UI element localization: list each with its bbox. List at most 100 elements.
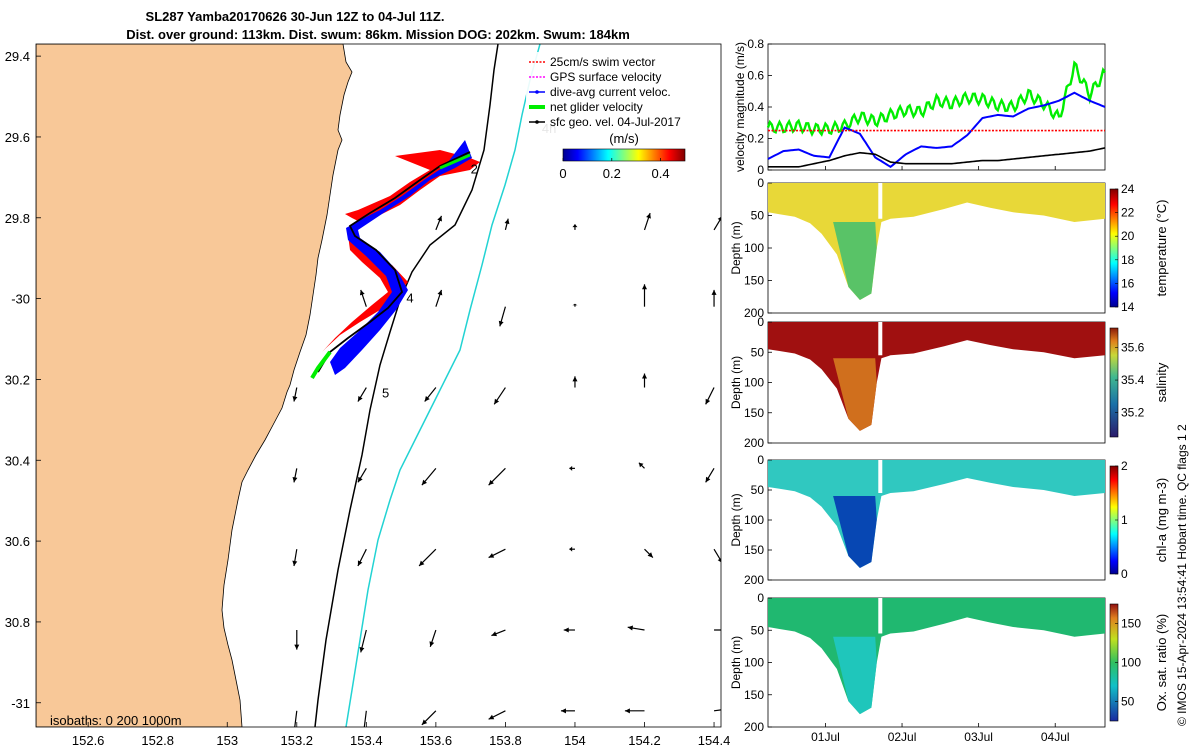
speed-colorbar-ticks: 0 0.2 0.4 [559, 158, 670, 181]
section-y-tick-label: 200 [744, 436, 764, 450]
legend-label: net glider velocity [550, 100, 643, 114]
velocity-vector [572, 376, 578, 388]
speed-colorbar-tick-label: 0.4 [652, 166, 670, 181]
velocity-ylabel: velocity magnitude (m/s) [733, 42, 747, 172]
velocity-vector [713, 548, 721, 563]
velocity-vector [493, 387, 506, 405]
velocity-vector [418, 548, 437, 567]
section-colorbar-tick-label: 14 [1121, 300, 1135, 314]
map-y-tick-label: -31 [11, 696, 30, 711]
velocity-panel: 0 0.2 0.4 0.6 0.8 velocity magnitude (m/s) [733, 37, 1106, 177]
velocity-vector [424, 387, 437, 402]
velocity-vector [498, 306, 506, 327]
map-y-tick-label: 30.4 [5, 453, 30, 468]
section-colorbar-tick-label: 35.2 [1121, 406, 1145, 420]
map-frame [35, 43, 722, 728]
velocity-y-tick-label: 0.8 [747, 37, 764, 51]
time-tick-label: 03Jul [964, 730, 993, 744]
section-y-tick-label: 200 [744, 573, 764, 587]
figure-title-line2: Dist. over ground: 113km. Dist. swum: 86… [126, 27, 630, 42]
section-plume [833, 358, 877, 431]
section-plume [833, 496, 877, 568]
map-x-tick-label: 154.2 [628, 733, 661, 748]
section-colorbar-tick-label: 20 [1121, 229, 1135, 243]
section-y-tick-label: 50 [751, 345, 765, 359]
velocity-vector [488, 548, 506, 559]
velocity-series-line [768, 147, 1106, 168]
section-plume [833, 636, 877, 715]
map-y-tick-label: 30.8 [5, 615, 30, 630]
isobath-note: isobaths: 0 200 1000m [50, 713, 182, 728]
isobath-200m [314, 44, 499, 727]
map-x-tick-label: 153.2 [281, 733, 314, 748]
velocity-vector [563, 627, 575, 633]
legend-label: GPS surface velocity [550, 70, 661, 84]
section-colorbar-tick-label: 100 [1121, 656, 1141, 670]
velocity-vector [572, 224, 578, 230]
isobath-1000m [345, 44, 541, 727]
section-colorbar-tick-label: 16 [1121, 276, 1135, 290]
velocity-vector [363, 710, 367, 727]
section-y-tick-label: 0 [757, 453, 764, 467]
section-colorbar-tick-label: 18 [1121, 253, 1135, 267]
speed-colorbar-tick-label: 0 [559, 166, 566, 181]
velocity-vector [569, 465, 575, 471]
section-y-tick-label: 200 [744, 720, 764, 734]
velocity-vector [713, 216, 721, 231]
map-x-tick-label: 153.8 [489, 733, 522, 748]
section-colorbar-tick-label: 150 [1121, 617, 1141, 631]
velocity-vector [292, 549, 298, 567]
velocity-vector [357, 468, 367, 483]
map-x-tick-labels: 152.6 152.8 153 153.2 153.4 153.6 153.8 154 154.… [72, 722, 730, 748]
section-ylabel: Depth (m) [729, 636, 743, 689]
velocity-vector [569, 546, 575, 552]
section-panel: 0 50 100 150 200 Depth (m) 35.2 35.4 35.6 salinit… [729, 315, 1169, 450]
velocity-series [766, 60, 1106, 168]
map-x-tick-label: 152.8 [141, 733, 174, 748]
map-y-tick-label: 29.4 [5, 49, 30, 64]
velocity-vector [572, 303, 578, 307]
map-panel: 2454h 152.6152.8153153.2153.4153.6153.81… [5, 43, 730, 748]
section-y-tick-label: 0 [757, 315, 764, 329]
velocity-vector [491, 629, 506, 637]
section-y-tick-label: 150 [744, 406, 764, 420]
section-gap [878, 598, 883, 634]
velocity-vector [359, 289, 367, 307]
section-colorbar-label: Ox. sat. ratio (%) [1154, 614, 1169, 712]
velocity-vector [488, 467, 506, 486]
legend-entry: GPS surface velocity [529, 70, 661, 84]
map-x-tick-label: 152.6 [72, 733, 105, 748]
section-colorbar-tick-label: 24 [1121, 182, 1135, 196]
velocity-vector [294, 710, 298, 727]
track-label: 2 [471, 161, 478, 176]
time-tick-label: 04Jul [1041, 730, 1070, 744]
section-panel: 0 50 100 150 200 Depth (m) 0 1 2 chl-a (mg m-3) [729, 453, 1169, 587]
section-y-tick-label: 150 [744, 274, 764, 288]
section-colorbar-tick-label: 35.4 [1121, 373, 1145, 387]
footer-note: © IMOS 15-Apr-2024 13:54:41 Hobart time.… [1175, 424, 1189, 726]
velocity-vector [644, 548, 654, 559]
velocity-vector [713, 709, 721, 712]
velocity-y-tick-label: 0 [757, 163, 764, 177]
map-y-tick-label: 29.8 [5, 211, 30, 226]
velocity-vector [292, 387, 298, 402]
section-y-tick-label: 0 [757, 176, 764, 190]
glider-track [310, 140, 480, 380]
velocity-vector [294, 630, 300, 650]
velocity-y-tick-label: 0.2 [747, 132, 764, 146]
velocity-gridlines [825, 166, 1056, 170]
velocity-vector [504, 218, 510, 231]
velocity-y-tick-label: 0.6 [747, 69, 764, 83]
section-plume [833, 222, 877, 300]
section-colorbar-tick-label: 22 [1121, 206, 1135, 220]
velocity-vector [359, 629, 367, 653]
velocity-vector [421, 467, 437, 486]
section-ylabel: Depth (m) [729, 356, 743, 409]
velocity-vector [627, 625, 645, 631]
track-label: 5 [382, 386, 389, 401]
map-x-tick-label: 154 [564, 733, 586, 748]
speed-colorbar: (m/s) 0 0.2 0.4 [559, 131, 686, 181]
legend-label: dive-avg current veloc. [550, 85, 671, 99]
